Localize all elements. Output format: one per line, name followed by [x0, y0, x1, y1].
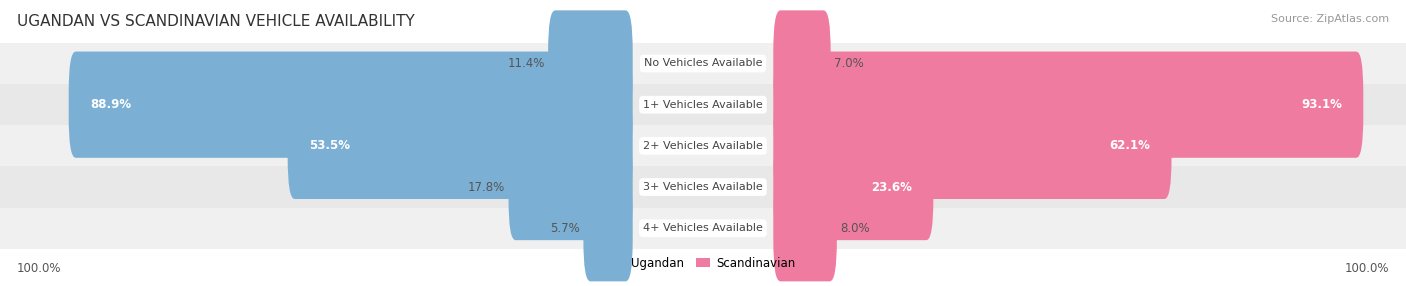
Text: 2+ Vehicles Available: 2+ Vehicles Available [643, 141, 763, 151]
Text: 4+ Vehicles Available: 4+ Vehicles Available [643, 223, 763, 233]
Legend: Ugandan, Scandinavian: Ugandan, Scandinavian [606, 252, 800, 274]
Bar [0, 125, 1406, 166]
Text: No Vehicles Available: No Vehicles Available [644, 59, 762, 68]
FancyBboxPatch shape [773, 10, 831, 117]
Text: 11.4%: 11.4% [508, 57, 544, 70]
Text: Source: ZipAtlas.com: Source: ZipAtlas.com [1271, 14, 1389, 24]
Text: 7.0%: 7.0% [834, 57, 863, 70]
Text: 62.1%: 62.1% [1109, 139, 1150, 152]
Text: 1+ Vehicles Available: 1+ Vehicles Available [643, 100, 763, 110]
Text: 17.8%: 17.8% [468, 180, 505, 194]
Text: 3+ Vehicles Available: 3+ Vehicles Available [643, 182, 763, 192]
FancyBboxPatch shape [509, 134, 633, 240]
FancyBboxPatch shape [69, 51, 633, 158]
Text: 100.0%: 100.0% [17, 262, 62, 275]
FancyBboxPatch shape [548, 10, 633, 117]
Text: UGANDAN VS SCANDINAVIAN VEHICLE AVAILABILITY: UGANDAN VS SCANDINAVIAN VEHICLE AVAILABI… [17, 14, 415, 29]
Bar [0, 43, 1406, 84]
Text: 5.7%: 5.7% [550, 222, 579, 235]
Text: 93.1%: 93.1% [1302, 98, 1343, 111]
FancyBboxPatch shape [773, 175, 837, 281]
Bar [0, 84, 1406, 125]
FancyBboxPatch shape [583, 175, 633, 281]
Text: 88.9%: 88.9% [90, 98, 131, 111]
Text: 53.5%: 53.5% [309, 139, 350, 152]
Text: 8.0%: 8.0% [841, 222, 870, 235]
FancyBboxPatch shape [773, 93, 1171, 199]
Bar [0, 166, 1406, 208]
Bar [0, 208, 1406, 249]
Text: 100.0%: 100.0% [1344, 262, 1389, 275]
Text: 23.6%: 23.6% [872, 180, 912, 194]
FancyBboxPatch shape [773, 134, 934, 240]
FancyBboxPatch shape [773, 51, 1364, 158]
FancyBboxPatch shape [288, 93, 633, 199]
